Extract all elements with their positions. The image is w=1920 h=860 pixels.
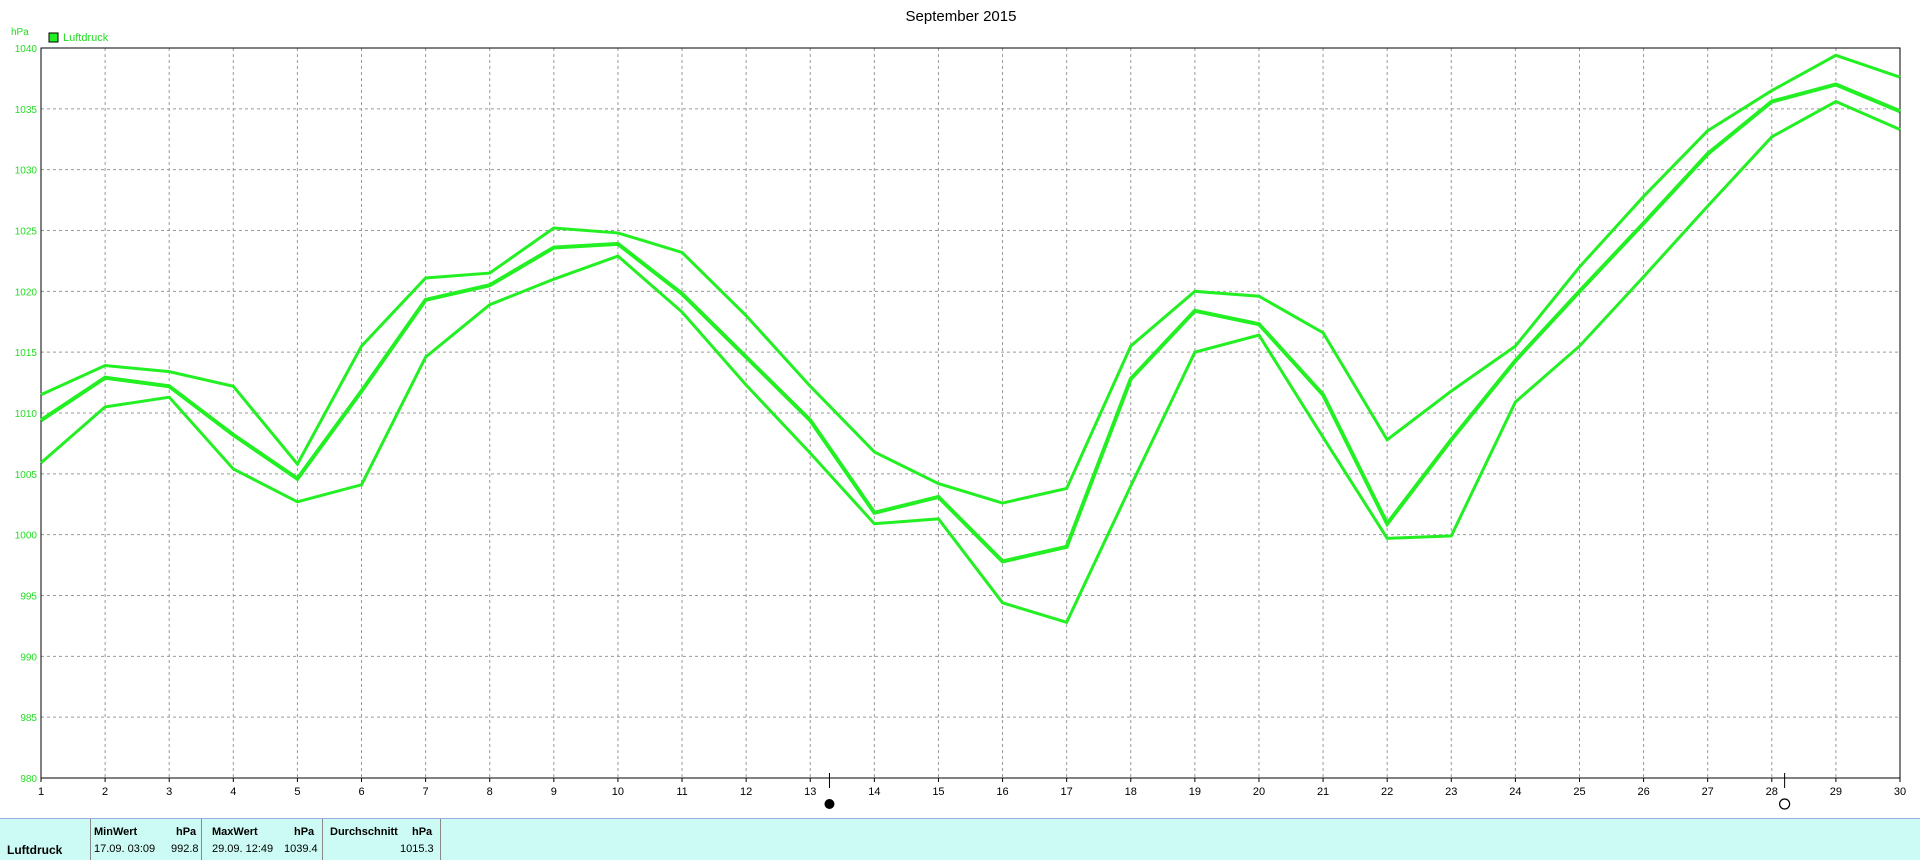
min-time: 17.09. 03:09 (94, 843, 156, 855)
x-tick-label: 20 (1253, 786, 1265, 798)
x-tick-label: 15 (932, 786, 944, 798)
y-tick-label: 990 (20, 652, 37, 663)
max-time: 29.09. 12:49 (212, 843, 274, 855)
x-tick-label: 18 (1125, 786, 1137, 798)
x-tick-label: 21 (1317, 786, 1329, 798)
stats-table: Luftdruck MinWert hPa 17.09. 03:09 992.8… (0, 818, 1920, 860)
series-line-mean (39, 82, 1901, 564)
y-tick-label: 1015 (15, 348, 38, 359)
max-header: MaxWert (212, 826, 258, 838)
x-tick-label: 7 (423, 786, 429, 798)
x-tick-label: 24 (1509, 786, 1521, 798)
x-tick-label: 14 (868, 786, 880, 798)
x-tick-label: 25 (1573, 786, 1585, 798)
min-unit: hPa (176, 826, 197, 838)
stats-row-label: Luftdruck (7, 843, 63, 857)
new-moon-icon (824, 799, 835, 809)
x-tick-label: 11 (676, 786, 687, 798)
avg-unit: hPa (412, 826, 433, 838)
y-tick-label: 985 (20, 713, 37, 724)
legend-label: Luftdruck (63, 32, 109, 44)
x-tick-label: 29 (1830, 786, 1842, 798)
x-tick-label: 27 (1702, 786, 1714, 798)
legend-swatch (48, 32, 59, 43)
series-lines (39, 53, 1901, 625)
plot-frame (40, 47, 1901, 779)
x-tick-label: 12 (740, 786, 752, 798)
y-tick-label: 980 (20, 774, 37, 785)
x-tick-label: 8 (487, 786, 493, 798)
axes: 1 2 3 4 5 6 7 8 9 10 11 12 13 14 15 16 17 18 19 20 21 22 23 24 2… (15, 44, 1906, 798)
y-tick-label: 1020 (15, 287, 38, 298)
series-line-max (40, 53, 1901, 505)
x-tick-label: 4 (230, 786, 236, 798)
y-tick-label: 1005 (15, 470, 38, 481)
x-tick-label: 6 (358, 786, 364, 798)
stats-min-cell: MinWert hPa 17.09. 03:09 992.8 (91, 819, 202, 860)
x-tick-label: 30 (1894, 786, 1906, 798)
x-tick-label: 3 (166, 786, 172, 798)
x-tick-label: 23 (1445, 786, 1457, 798)
x-tick-label: 5 (294, 786, 300, 798)
stats-max-cell: MaxWert hPa 29.09. 12:49 1039.4 (202, 819, 323, 860)
min-value: 992.8 (171, 843, 199, 855)
avg-header: Durchschnitt (330, 826, 398, 838)
max-value: 1039.4 (284, 843, 318, 855)
x-tick-label: 19 (1189, 786, 1201, 798)
min-header: MinWert (94, 826, 138, 838)
x-tick-label: 10 (612, 786, 624, 798)
grid (41, 48, 1900, 778)
x-tick-label: 2 (102, 786, 108, 798)
full-moon-icon (1779, 798, 1791, 810)
stats-avg-cell: Durchschnitt hPa 1015.3 (323, 819, 441, 860)
y-tick-label: 1030 (15, 166, 38, 177)
max-unit: hPa (294, 826, 315, 838)
x-tick-label: 13 (804, 786, 816, 798)
y-tick-label: 1035 (15, 105, 38, 116)
avg-value: 1015.3 (400, 843, 434, 855)
chart-title: September 2015 (906, 8, 1017, 25)
x-tick-label: 16 (996, 786, 1008, 798)
series-line-min (40, 99, 1901, 625)
y-tick-label: 995 (20, 592, 37, 603)
y-tick-label: 1010 (15, 409, 38, 420)
x-tick-label: 17 (1061, 786, 1073, 798)
x-tick-label: 26 (1637, 786, 1649, 798)
y-tick-label: 1040 (15, 44, 38, 55)
y-tick-label: 1000 (15, 531, 38, 542)
chart: September 2015 hPa Luftdruck 1 2 3 4 5 6 7 8 9 10… (11, 8, 1906, 810)
stats-row-label-cell: Luftdruck (0, 819, 91, 860)
moon-markers (824, 773, 1791, 810)
x-tick-label: 28 (1766, 786, 1778, 798)
x-tick-label: 1 (38, 786, 44, 798)
x-tick-label: 9 (551, 786, 557, 798)
x-tick-label: 22 (1381, 786, 1393, 798)
y-axis-unit: hPa (11, 27, 29, 38)
y-tick-label: 1025 (15, 227, 38, 238)
